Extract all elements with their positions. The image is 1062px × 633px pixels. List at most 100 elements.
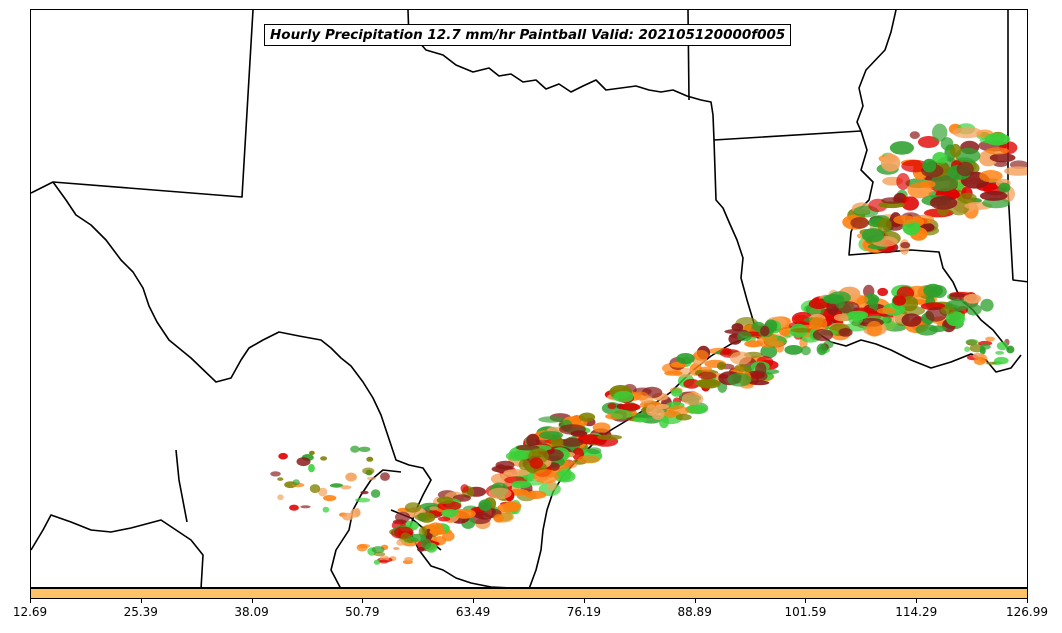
precip-blob xyxy=(320,456,328,461)
colorbar-tick-mark xyxy=(694,599,696,603)
colorbar-tick-label: 12.69 xyxy=(12,605,48,619)
precip-blob xyxy=(633,391,649,401)
colorbar-tick-mark xyxy=(916,599,918,603)
precip-blob xyxy=(322,506,330,513)
precip-blob xyxy=(922,158,937,173)
precip-blob xyxy=(901,196,919,211)
precip-blob xyxy=(979,343,991,350)
precip-blob xyxy=(734,364,750,372)
precip-blob xyxy=(587,447,602,455)
precip-blob xyxy=(850,217,869,229)
precip-blob xyxy=(610,409,633,420)
precip-blob xyxy=(956,161,974,177)
precip-blob xyxy=(946,311,965,327)
precip-blob xyxy=(698,371,717,380)
precip-blob xyxy=(901,313,922,327)
precip-blob xyxy=(559,424,586,435)
mx-border-a xyxy=(31,514,204,587)
precip-blob xyxy=(329,483,344,488)
precip-blob xyxy=(940,306,956,315)
precip-blob xyxy=(896,173,910,190)
precip-blob xyxy=(406,539,414,544)
precip-blob xyxy=(949,292,967,302)
colorbar xyxy=(30,588,1028,599)
precip-blob xyxy=(441,508,458,518)
precip-blob xyxy=(497,503,521,513)
precip-blob xyxy=(749,380,770,386)
precip-blob xyxy=(985,361,997,365)
precip-blob xyxy=(978,150,998,167)
precip-blob xyxy=(985,336,995,342)
precip-blob xyxy=(915,324,939,336)
precip-blob xyxy=(877,287,889,297)
precip-blob xyxy=(503,469,530,477)
precip-blob xyxy=(340,485,352,490)
precip-blob xyxy=(877,217,892,233)
precip-blob xyxy=(511,480,531,489)
precip-blob xyxy=(429,506,439,511)
colorbar-tick-label: 76.19 xyxy=(566,605,602,619)
map-canvas xyxy=(31,10,1027,587)
precip-blob xyxy=(539,431,564,440)
precip-blob xyxy=(965,303,982,316)
precip-blob xyxy=(866,320,883,337)
ok-tx-border xyxy=(407,10,714,116)
precip-blob xyxy=(863,293,880,305)
precip-blob xyxy=(917,136,940,148)
precip-blob xyxy=(596,434,623,441)
precip-blob xyxy=(668,405,689,416)
precip-blob xyxy=(395,511,411,523)
colorbar-tick-label: 50.79 xyxy=(345,605,380,619)
precip-blob xyxy=(876,307,896,314)
precip-blob xyxy=(1004,166,1027,176)
precip-blob xyxy=(355,497,371,503)
precip-blob xyxy=(979,190,1008,201)
colorbar-tick-label: 38.09 xyxy=(234,605,269,619)
precip-blob xyxy=(744,340,763,348)
precip-blob xyxy=(292,479,300,486)
precip-blob xyxy=(731,323,744,332)
precip-blob xyxy=(414,513,432,521)
colorbar-tick-label: 88.89 xyxy=(677,605,712,619)
precip-blob xyxy=(379,559,389,564)
precip-blob xyxy=(428,522,444,532)
precip-blob xyxy=(309,450,315,455)
precip-blob xyxy=(737,331,752,342)
precip-blob xyxy=(694,379,719,387)
precip-blob xyxy=(354,507,361,517)
precip-blob xyxy=(963,293,982,304)
precip-blob xyxy=(800,346,811,356)
precip-blob xyxy=(699,366,712,372)
precip-blob xyxy=(790,327,812,333)
precip-blob xyxy=(889,141,915,155)
precip-blob xyxy=(358,446,371,452)
colorbar-tick-mark xyxy=(473,599,475,603)
precip-blob xyxy=(965,339,979,345)
precip-blob xyxy=(727,372,752,387)
precip-blob xyxy=(664,370,683,376)
precip-blob xyxy=(488,487,512,500)
precip-blob xyxy=(357,543,371,549)
precip-blob xyxy=(950,143,962,158)
precip-blob xyxy=(345,472,357,482)
precip-blob xyxy=(360,490,369,495)
precip-blob xyxy=(730,351,752,365)
precip-blob xyxy=(685,405,707,414)
precip-blob xyxy=(505,451,526,461)
precip-blob xyxy=(453,508,476,519)
precip-blob xyxy=(775,340,785,353)
precip-blob xyxy=(404,557,414,562)
map-title: Hourly Precipitation 12.7 mm/hr Paintbal… xyxy=(264,24,792,46)
precip-blob xyxy=(408,533,427,542)
precip-blob xyxy=(270,471,281,477)
precip-blob xyxy=(277,494,284,501)
precip-blob xyxy=(980,298,994,312)
ar-east-border xyxy=(712,114,862,141)
precip-blob xyxy=(932,123,948,142)
precip-blob xyxy=(940,137,954,151)
precip-blob xyxy=(676,353,695,365)
precip-blob xyxy=(278,452,288,460)
precip-blob xyxy=(808,298,830,310)
precip-blob xyxy=(366,476,376,481)
tx-la-border xyxy=(713,139,760,339)
